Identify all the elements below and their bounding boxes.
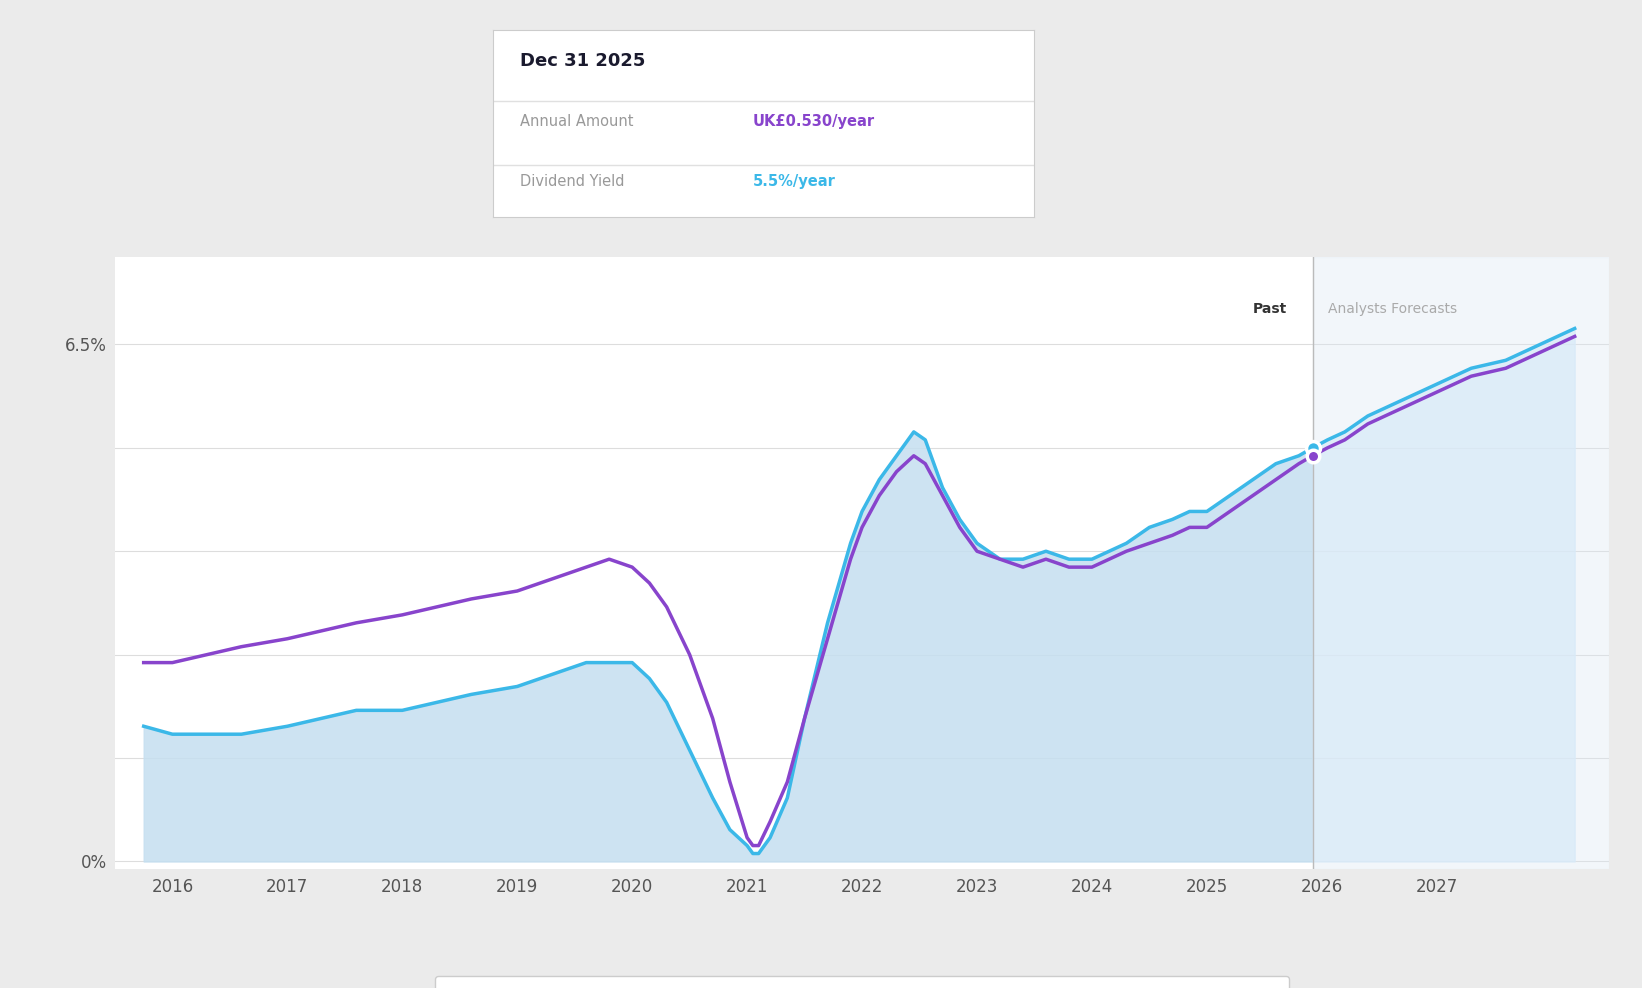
- Legend: Dividend Yield, Dividend Payments, Annual Amount, Earnings Per Share: Dividend Yield, Dividend Payments, Annua…: [435, 976, 1289, 988]
- Text: Annual Amount: Annual Amount: [519, 115, 634, 129]
- Bar: [1312, 257, 1609, 869]
- Text: Dec 31 2025: Dec 31 2025: [519, 52, 645, 70]
- Text: UK£0.530/year: UK£0.530/year: [752, 115, 875, 129]
- Text: Past: Past: [1253, 302, 1287, 316]
- Text: Dividend Yield: Dividend Yield: [519, 174, 624, 189]
- Text: Analysts Forecasts: Analysts Forecasts: [1328, 302, 1456, 316]
- Text: 5.5%/year: 5.5%/year: [752, 174, 836, 189]
